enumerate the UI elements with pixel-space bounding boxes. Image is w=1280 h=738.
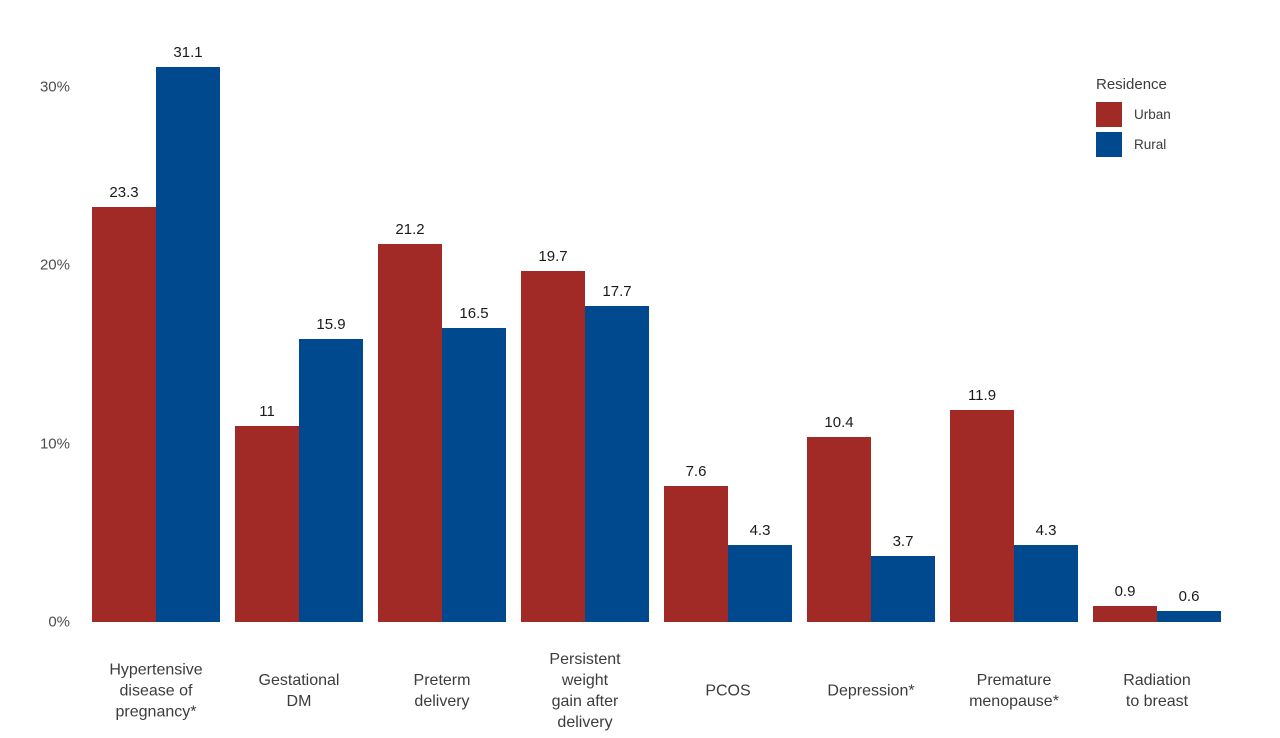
category-label-7: Premature menopause* (969, 672, 1059, 710)
bar-rural-6 (871, 556, 935, 622)
value-label-rural-7: 4.3 (1035, 522, 1057, 540)
value-label-rural-2: 15.9 (316, 315, 346, 333)
bar-rural-2 (299, 338, 363, 622)
legend-item-rural: Rural (1096, 132, 1171, 157)
value-label-urban-3: 21.2 (395, 221, 425, 238)
bar-urban-5 (664, 486, 728, 622)
category-label-8: Radiation to breast (1123, 672, 1191, 710)
y-tick-30pct: 30% (39, 78, 70, 96)
bar-urban-7 (950, 409, 1014, 622)
bar-rural-8 (1157, 611, 1221, 622)
value-label-rural-6: 3.7 (892, 533, 914, 551)
value-label-rural-3: 16.5 (459, 304, 489, 322)
legend-label-rural: Rural (1134, 137, 1167, 152)
category-label-6: Depression* (827, 682, 915, 700)
legend-item-urban: Urban (1096, 102, 1171, 127)
value-label-urban-4: 19.7 (538, 247, 568, 265)
y-tick-10pct: 10% (39, 435, 70, 453)
bar-rural-3 (442, 327, 506, 622)
bar-urban-4 (521, 270, 585, 622)
value-label-urban-2: 11 (259, 402, 275, 420)
legend-title: Residence (1096, 76, 1167, 93)
value-label-urban-8: 0.9 (1114, 582, 1136, 600)
category-label-5: PCOS (705, 682, 751, 700)
bar-urban-6 (807, 436, 871, 622)
category-label-3: Preterm delivery (413, 672, 471, 710)
category-label-2: Gestational DM (258, 672, 340, 710)
bar-rural-5 (728, 545, 792, 622)
value-label-urban-7: 11.9 (967, 386, 997, 404)
value-label-urban-6: 10.4 (824, 413, 854, 431)
legend-label-urban: Urban (1134, 107, 1171, 122)
urban-swatch (1096, 102, 1122, 127)
bar-urban-1 (92, 206, 156, 622)
bar-urban-3 (378, 244, 442, 622)
category-label-4: Persistent weight gain after delivery (549, 651, 621, 731)
bar-rural-7 (1014, 545, 1078, 622)
value-label-urban-5: 7.6 (685, 463, 707, 481)
bar-rural-4 (585, 306, 649, 622)
bar-rural-1 (156, 67, 220, 622)
value-label-rural-5: 4.3 (749, 522, 771, 540)
legend: Residence Urban Rural (1096, 76, 1171, 162)
bar-urban-8 (1093, 605, 1157, 622)
value-label-rural-8: 0.6 (1178, 588, 1200, 606)
category-label-1: Hypertensive disease of pregnancy* (109, 661, 203, 721)
value-label-rural-4: 17.7 (602, 283, 632, 301)
bar-urban-2 (235, 425, 299, 622)
value-label-rural-1: 31.1 (173, 44, 203, 62)
y-tick-0pct: 0% (48, 613, 70, 631)
value-label-urban-1: 23.3 (109, 183, 139, 201)
rural-swatch (1096, 132, 1122, 157)
y-tick-20pct: 20% (39, 256, 70, 274)
